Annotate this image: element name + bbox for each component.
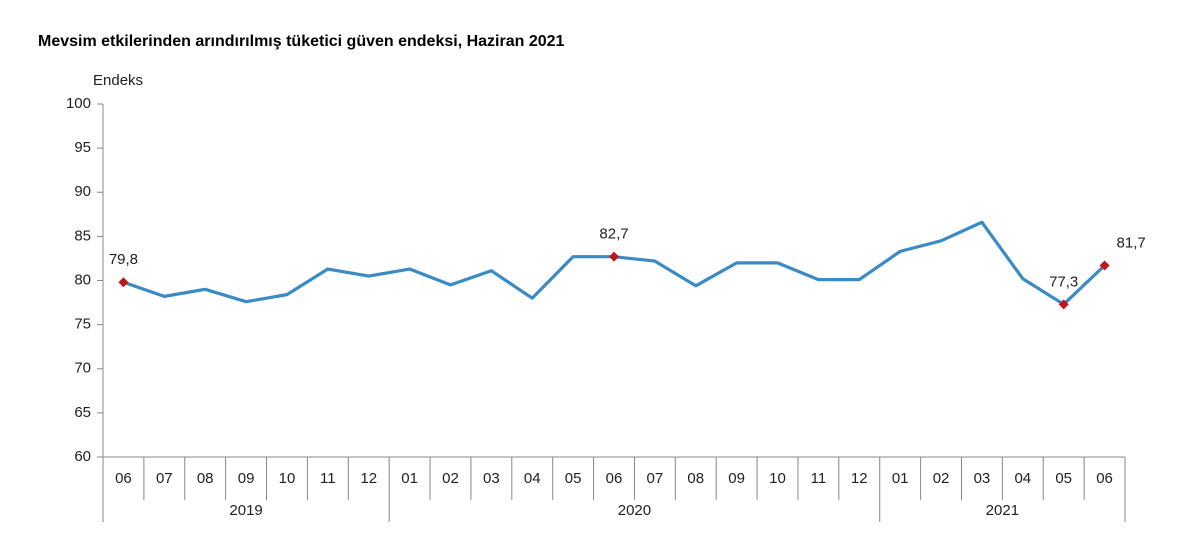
x-tick-label: 11 (320, 470, 336, 487)
x-tick-label: 03 (974, 470, 991, 487)
x-tick-label: 05 (565, 470, 582, 487)
x-tick-label: 12 (360, 470, 377, 487)
x-tick-label: 06 (115, 470, 132, 487)
x-tick-label: 07 (156, 470, 173, 487)
x-tick-label: 10 (279, 470, 296, 487)
data-label: 81,7 (1117, 234, 1146, 251)
x-group-label: 2019 (229, 502, 262, 519)
data-label: 82,7 (599, 226, 628, 243)
y-tick-label: 90 (74, 183, 91, 200)
y-tick-label: 80 (74, 271, 91, 288)
marker (1058, 299, 1069, 310)
x-tick-label: 08 (687, 470, 704, 487)
x-tick-label: 02 (933, 470, 950, 487)
y-tick-label: 85 (74, 227, 91, 244)
x-tick-label: 03 (483, 470, 500, 487)
x-tick-label: 07 (647, 470, 664, 487)
x-tick-label: 04 (1014, 470, 1031, 487)
data-label: 77,3 (1049, 273, 1078, 290)
x-tick-label: 02 (442, 470, 459, 487)
x-tick-label: 05 (1055, 470, 1072, 487)
x-group-label: 2021 (986, 502, 1019, 519)
y-tick-label: 65 (74, 404, 91, 421)
y-axis-label: Endeks (93, 72, 143, 89)
x-tick-label: 06 (1096, 470, 1113, 487)
y-tick-label: 100 (66, 95, 91, 112)
marker (118, 277, 129, 288)
chart-title: Mevsim etkilerinden arındırılmış tüketic… (38, 33, 565, 50)
data-label: 79,8 (109, 251, 138, 268)
y-tick-label: 70 (74, 360, 91, 377)
x-tick-label: 10 (769, 470, 786, 487)
x-tick-label: 01 (401, 470, 418, 487)
x-tick-label: 11 (811, 470, 827, 487)
y-tick-label: 60 (74, 448, 91, 465)
x-tick-label: 08 (197, 470, 214, 487)
marker (1099, 260, 1110, 271)
x-tick-label: 09 (728, 470, 745, 487)
x-tick-label: 01 (892, 470, 909, 487)
x-tick-label: 06 (606, 470, 623, 487)
x-tick-label: 04 (524, 470, 541, 487)
marker (609, 251, 619, 262)
x-tick-label: 12 (851, 470, 868, 487)
x-tick-label: 09 (238, 470, 255, 487)
y-tick-label: 75 (74, 316, 91, 333)
x-group-label: 2020 (618, 502, 651, 519)
y-tick-label: 95 (74, 139, 91, 156)
